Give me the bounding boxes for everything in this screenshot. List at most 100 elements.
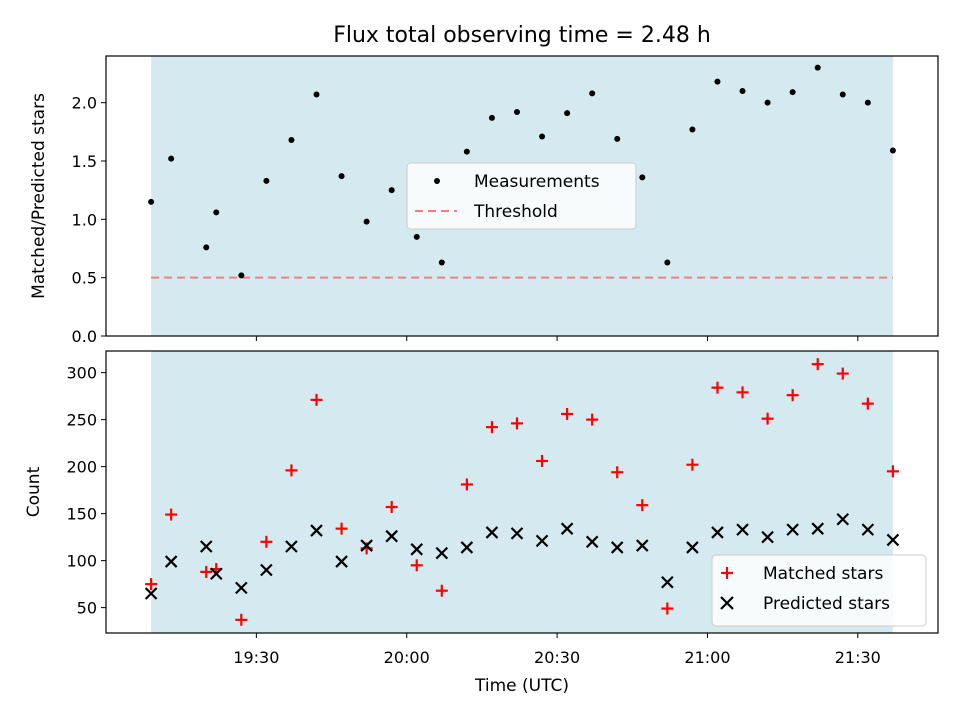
y-axis-label-top: Matched/Predicted stars	[29, 93, 49, 299]
predicted-star-point	[861, 523, 875, 536]
measurement-point	[213, 209, 220, 216]
predicted-star-point	[686, 541, 699, 554]
matched-star-point	[165, 508, 178, 521]
measurement-point	[438, 259, 445, 266]
measurement-point	[864, 99, 871, 106]
predicted-star-point	[485, 526, 499, 539]
predicted-star-point	[585, 535, 599, 549]
measurement-point	[488, 114, 495, 121]
predicted-star-point	[886, 533, 900, 547]
matched-star-point	[636, 499, 649, 512]
measurement-point	[639, 174, 646, 181]
measurement-point	[338, 173, 345, 180]
matched-star-points	[145, 358, 899, 626]
predicted-star-points	[144, 512, 900, 600]
axes-frame-bottom	[105, 350, 939, 634]
predicted-star-point	[335, 555, 348, 568]
predicted-star-point	[661, 575, 674, 589]
measurement-point	[564, 110, 571, 117]
matched-star-point	[736, 386, 749, 399]
y-tick-label: 2.0	[72, 94, 97, 113]
legend-box-top	[406, 162, 637, 230]
matched-star-point	[561, 407, 574, 420]
legend-label-threshold: Threshold	[473, 202, 558, 222]
y-axis-ticks-bottom: 50 100 150 200 250 300	[66, 364, 106, 618]
legend-marker-predicted	[720, 596, 734, 610]
predicted-star-point	[560, 522, 574, 535]
x-axis-ticks-bottom: 19:30 20:00 20:30 21:00 21:30	[233, 633, 881, 667]
legend-box-bottom	[711, 554, 927, 627]
matched-star-point	[811, 358, 824, 371]
predicted-star-point	[260, 563, 273, 577]
legend-label-predicted: Predicted stars	[763, 594, 890, 614]
x-tick-label: 19:30	[233, 648, 279, 667]
matched-star-point	[485, 421, 498, 434]
x-tick-label: 21:00	[684, 648, 730, 667]
predicted-star-point	[761, 530, 774, 544]
matched-star-point	[285, 464, 298, 477]
measurement-point	[148, 198, 155, 205]
predicted-star-point	[435, 546, 449, 560]
predicted-star-point	[385, 529, 398, 543]
predicted-star-point	[410, 543, 424, 556]
predicted-star-point	[460, 541, 474, 554]
measurement-point	[664, 259, 671, 266]
predicted-star-point	[636, 539, 649, 552]
legend-top: Measurements Threshold	[406, 162, 637, 230]
predicted-star-point	[811, 522, 824, 535]
predicted-star-point	[199, 540, 213, 553]
matched-star-point	[836, 367, 849, 380]
axes-frame-top	[105, 55, 939, 337]
measurement-point	[814, 64, 821, 71]
predicted-star-point	[836, 512, 850, 526]
matched-star-point	[385, 501, 398, 514]
measurement-point	[388, 187, 395, 194]
y-tick-label: 250	[66, 411, 97, 430]
measurement-point	[513, 109, 520, 115]
ratio-panel: 0.00.51.01.52.0 Matched/Predicted stars …	[29, 55, 939, 346]
matched-star-point	[335, 522, 348, 535]
count-panel: 50 100 150 200 250 300 19:30 20:00 20:30 21:00 21…	[24, 350, 939, 696]
x-axis-ticks-top	[255, 336, 859, 341]
x-tick-label: 21:30	[835, 648, 881, 667]
y-tick-label: 0.0	[72, 327, 97, 346]
y-tick-label: 0.5	[72, 269, 97, 288]
matched-star-point	[586, 413, 599, 426]
y-axis-label-bottom: Count	[24, 466, 44, 517]
predicted-star-point	[209, 567, 223, 581]
matched-star-point	[510, 417, 523, 430]
predicted-star-point	[144, 587, 158, 600]
legend-marker-matched	[721, 567, 733, 579]
measurement-point	[539, 133, 546, 140]
measurement-point	[739, 88, 746, 94]
measurement-point	[288, 137, 295, 143]
measurement-point	[589, 90, 596, 97]
matched-star-point	[886, 465, 899, 478]
measurement-point	[313, 91, 320, 98]
measurement-points	[148, 64, 896, 279]
predicted-star-point	[310, 524, 323, 537]
measurement-point	[238, 272, 245, 279]
predicted-star-point	[786, 523, 799, 536]
chart-title: Flux total observing time = 2.48 h	[333, 23, 711, 48]
measurement-point	[614, 135, 621, 142]
matched-star-point	[786, 389, 799, 402]
matched-star-point	[460, 478, 473, 491]
y-tick-label: 200	[66, 458, 97, 477]
y-tick-label: 1.5	[72, 152, 97, 171]
measurement-point	[889, 147, 896, 154]
predicted-star-point	[711, 526, 724, 539]
x-tick-label: 20:30	[534, 648, 580, 667]
matched-star-point	[661, 602, 674, 615]
matched-star-point	[435, 584, 448, 597]
y-axis-ticks-top: 0.0 0.5 1.0 1.5 2.0	[72, 94, 106, 346]
predicted-star-point	[164, 555, 178, 568]
legend-bottom: Matched stars Predicted stars	[711, 554, 927, 627]
measurement-point	[168, 155, 175, 162]
measurement-point	[689, 126, 696, 133]
matched-star-point	[260, 535, 273, 548]
matched-star-point	[711, 381, 724, 394]
predicted-star-point	[736, 523, 749, 536]
y-tick-label: 150	[66, 505, 97, 524]
